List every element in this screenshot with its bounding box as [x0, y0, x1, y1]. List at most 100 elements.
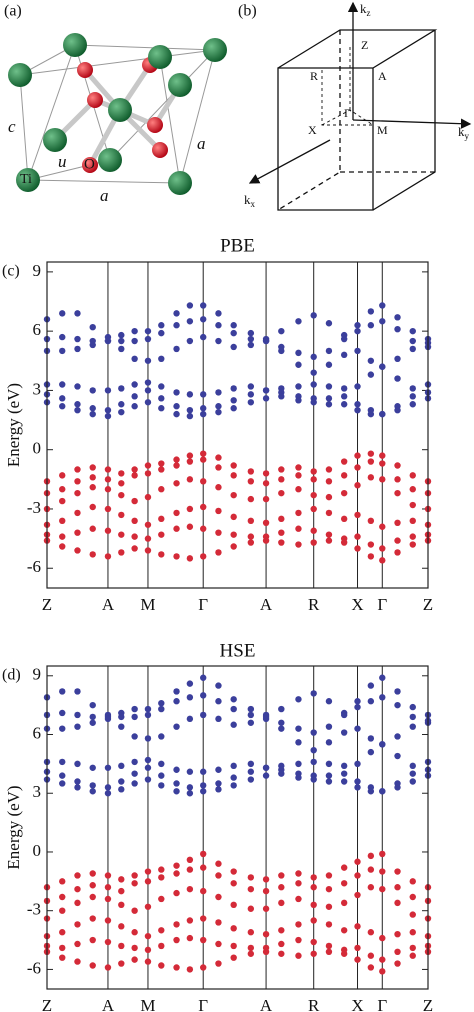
band-point	[394, 752, 401, 760]
band-point	[200, 964, 207, 971]
band-point	[131, 956, 138, 963]
band-point	[118, 960, 125, 967]
band-point	[367, 788, 375, 795]
band-point	[89, 893, 96, 901]
band-point	[354, 698, 361, 705]
band-point	[144, 357, 152, 364]
band-point	[409, 703, 416, 711]
diagram-label: A	[378, 69, 387, 83]
band-point	[74, 784, 81, 791]
band-point	[59, 893, 66, 901]
band-point	[325, 698, 333, 705]
band-point	[367, 371, 375, 378]
band-point	[325, 903, 333, 910]
band-point	[379, 885, 386, 893]
band-point	[89, 551, 96, 558]
y-tick-label: 0	[33, 841, 42, 860]
band-point	[409, 486, 416, 493]
kx-axis	[248, 139, 331, 184]
band-point	[74, 958, 81, 965]
band-point	[131, 403, 138, 410]
band-point	[230, 513, 237, 521]
band-point	[59, 907, 66, 914]
band-point	[367, 474, 375, 481]
band-point	[310, 491, 317, 499]
band-point	[230, 343, 237, 351]
band-point	[104, 790, 112, 797]
band-point	[104, 764, 112, 771]
band-point	[295, 464, 302, 471]
band-point	[325, 885, 333, 893]
band-point	[89, 719, 96, 726]
band-point	[262, 876, 270, 883]
band-point	[89, 764, 96, 771]
band-point	[186, 784, 194, 791]
band-point	[118, 762, 125, 770]
band-point	[295, 952, 302, 959]
band-point	[104, 486, 112, 493]
band-point	[409, 878, 416, 885]
band-point	[278, 884, 285, 891]
band-point	[59, 347, 66, 355]
band-point	[144, 756, 152, 764]
band-point	[230, 705, 237, 713]
band-point	[230, 942, 237, 950]
k-axis-label: kz	[360, 1, 371, 18]
band-point	[354, 858, 361, 865]
band-point	[278, 327, 285, 335]
band-point	[325, 478, 333, 485]
band-point	[394, 868, 401, 875]
band-point	[186, 966, 194, 973]
band-point	[200, 692, 207, 699]
band-point	[379, 545, 386, 552]
band-point	[310, 539, 317, 546]
ti-atom	[98, 148, 122, 172]
band-point	[158, 782, 165, 789]
band-point	[215, 322, 222, 329]
band-point	[173, 688, 180, 695]
band-point	[215, 337, 222, 345]
band-point	[394, 701, 401, 709]
band-point	[89, 405, 96, 412]
band-point	[325, 320, 333, 327]
band-point	[118, 511, 125, 519]
band-point	[59, 497, 66, 505]
band-point	[74, 335, 81, 343]
band-point	[158, 383, 165, 390]
band-point	[215, 940, 222, 948]
band-point	[173, 389, 180, 396]
band-point	[158, 405, 165, 412]
band-point	[340, 472, 348, 479]
band-point	[173, 322, 180, 329]
band-point	[215, 893, 222, 901]
band-point	[409, 327, 416, 335]
band-point	[230, 721, 237, 728]
band-point	[247, 539, 255, 546]
band-point	[89, 525, 96, 532]
band-point	[158, 531, 165, 538]
ti-atom	[203, 38, 227, 62]
band-point	[247, 705, 255, 713]
band-point	[379, 302, 386, 309]
band-point	[278, 872, 285, 879]
band-point	[367, 884, 375, 891]
band-point	[325, 537, 333, 544]
y-tick-label: 6	[33, 723, 42, 742]
band-point	[409, 517, 416, 525]
band-point	[409, 952, 416, 959]
band-point	[74, 760, 81, 768]
plot-frame	[46, 261, 429, 589]
band-point	[295, 472, 302, 479]
band-point	[295, 725, 302, 732]
band-point	[354, 760, 361, 768]
band-point	[247, 517, 255, 525]
band-point	[104, 872, 112, 879]
x-tick-label: Z	[423, 595, 433, 614]
band-point	[104, 412, 112, 420]
band-point	[354, 891, 361, 899]
band-point	[379, 476, 386, 483]
band-point	[186, 790, 194, 797]
band-point	[104, 884, 112, 891]
o-atom	[147, 117, 163, 133]
band-point	[247, 950, 255, 957]
